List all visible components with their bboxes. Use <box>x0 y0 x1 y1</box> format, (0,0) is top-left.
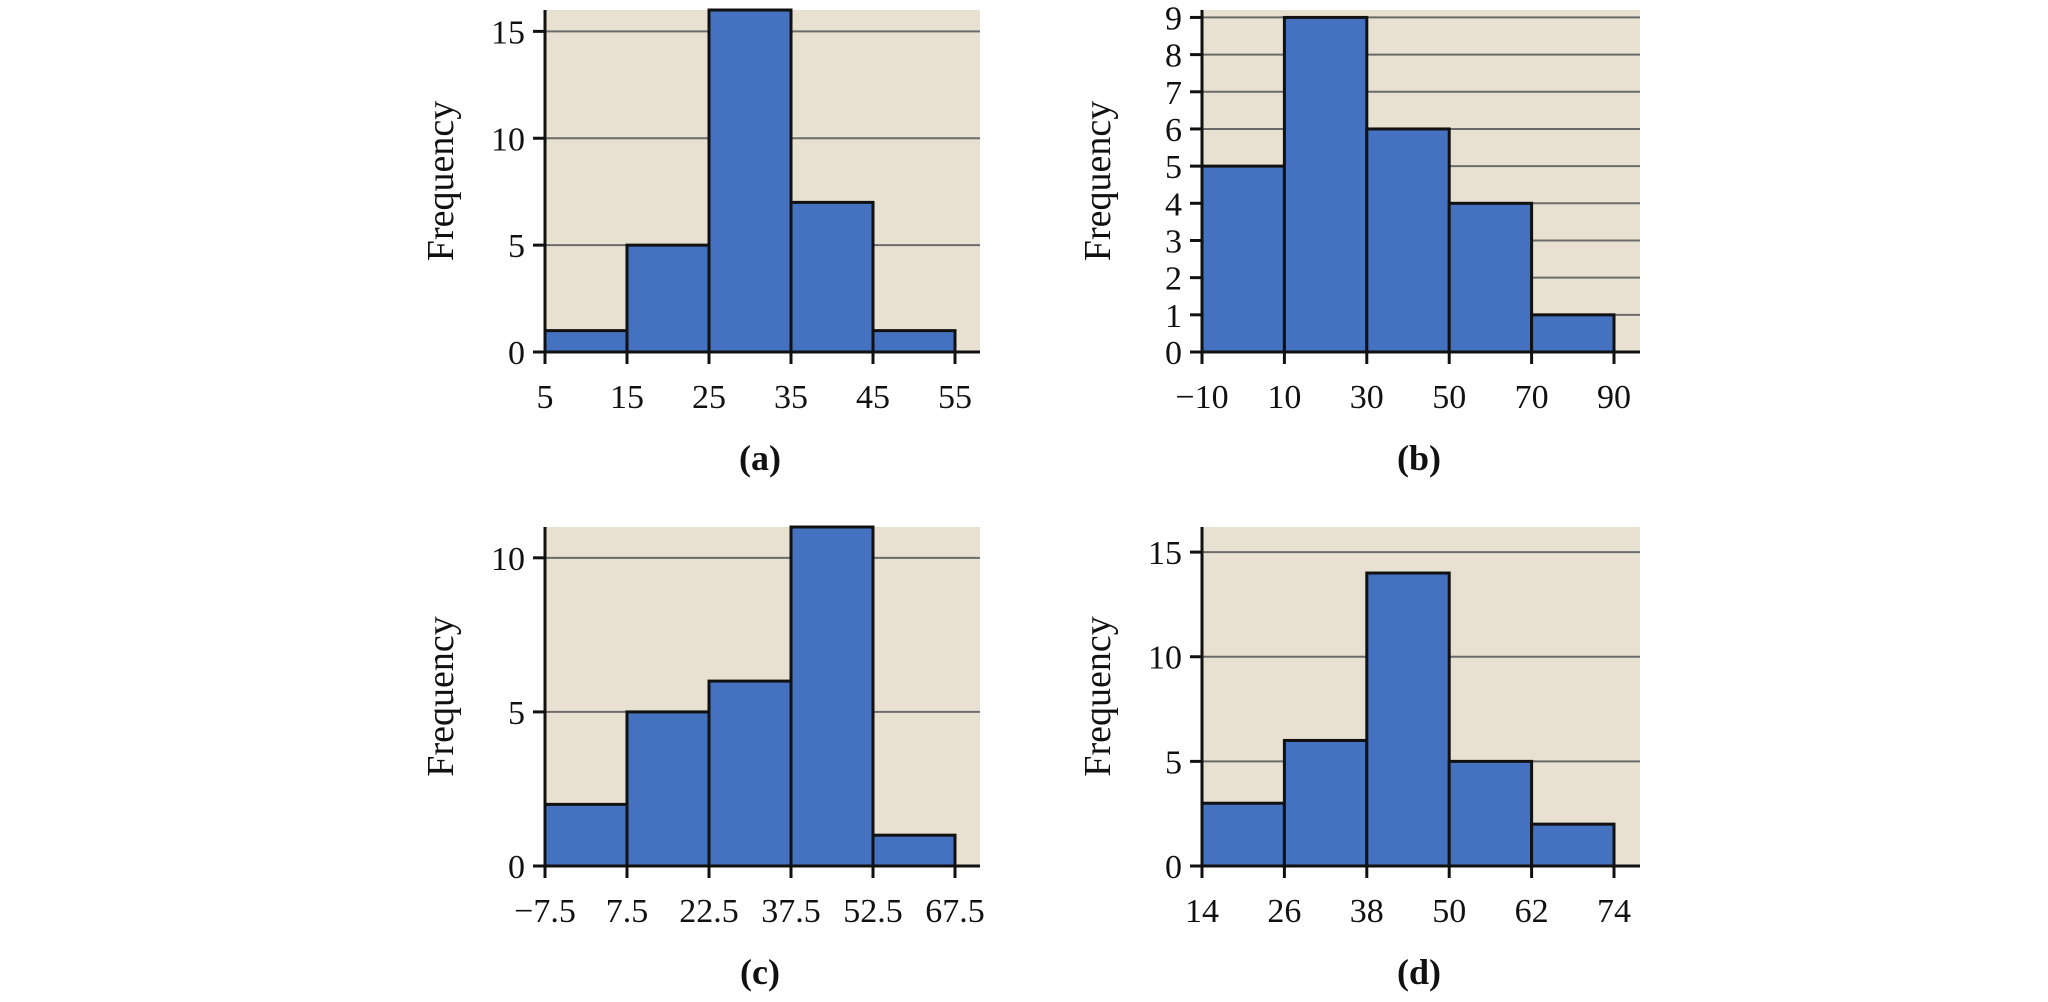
x-tick-label: 25 <box>692 379 726 416</box>
x-tick-label: 90 <box>1597 379 1631 416</box>
x-tick-label: 15 <box>610 379 644 416</box>
y-tick-label: 4 <box>1165 186 1182 223</box>
x-tick-label: 37.5 <box>761 893 821 930</box>
y-tick-label: 6 <box>1165 112 1182 149</box>
y-tick-label: 10 <box>1148 640 1182 677</box>
histogram-bar <box>1282 738 1369 868</box>
histogram-bar <box>1200 801 1286 868</box>
histogram-bar <box>625 243 711 354</box>
x-tick-label: 50 <box>1432 893 1466 930</box>
y-tick-label: 2 <box>1165 261 1182 298</box>
x-tick-label: 30 <box>1350 379 1384 416</box>
x-tick-label: 22.5 <box>679 893 739 930</box>
x-tick-label: 38 <box>1350 893 1384 930</box>
x-tick-label: 74 <box>1597 893 1631 930</box>
y-tick-label: 3 <box>1165 223 1182 260</box>
y-tick-label: 0 <box>508 335 525 372</box>
histogram-bar <box>871 833 957 868</box>
histogram-bar <box>543 329 629 354</box>
panel-label: (c) <box>740 952 780 992</box>
y-tick-label: 5 <box>508 695 525 732</box>
histogram-bar <box>871 329 957 354</box>
y-tick-label: 1 <box>1165 298 1182 335</box>
histogram-bar <box>707 8 793 354</box>
x-tick-label: 14 <box>1185 893 1219 930</box>
histogram-bar <box>1447 201 1534 354</box>
x-tick-label: 62 <box>1515 893 1549 930</box>
x-tick-label: −10 <box>1175 379 1228 416</box>
panel-label: (b) <box>1397 438 1441 478</box>
histogram-bar <box>789 525 875 868</box>
x-tick-label: 10 <box>1267 379 1301 416</box>
x-tick-label: 45 <box>856 379 890 416</box>
x-tick-label: 52.5 <box>843 893 903 930</box>
y-tick-label: 7 <box>1165 75 1182 112</box>
y-tick-label: 10 <box>491 121 525 158</box>
histogram-bar <box>1447 759 1534 868</box>
y-axis-title: Frequency <box>1077 101 1119 261</box>
x-tick-label: 35 <box>774 379 808 416</box>
x-tick-label: 26 <box>1267 893 1301 930</box>
y-tick-label: 0 <box>508 849 525 886</box>
panel-label: (a) <box>739 438 781 478</box>
histogram-panel-3: 0 5 10 −7.5 7.5 22.5 37.5 52.5 67.5 Frequency (c) <box>420 525 985 992</box>
histogram-panel-4: 0 5 10 15 14 26 38 50 62 74 Frequency (d) <box>1077 527 1640 992</box>
histogram-bar <box>1282 15 1369 354</box>
panel-label: (d) <box>1397 952 1441 992</box>
x-tick-label: 55 <box>938 379 972 416</box>
y-axis-title: Frequency <box>1077 616 1119 776</box>
histogram-bar <box>789 200 875 354</box>
y-tick-label: 10 <box>491 541 525 578</box>
histogram-bar <box>1530 822 1616 868</box>
x-tick-label: 50 <box>1432 379 1466 416</box>
x-tick-label: 7.5 <box>606 893 649 930</box>
y-tick-label: 0 <box>1165 849 1182 886</box>
y-tick-label: 5 <box>1165 149 1182 186</box>
y-tick-label: 9 <box>1165 0 1182 37</box>
y-tick-label: 15 <box>1148 535 1182 572</box>
y-tick-label: 5 <box>508 228 525 265</box>
histogram-bar <box>707 679 793 868</box>
x-tick-label: 67.5 <box>925 893 985 930</box>
x-tick-label: −7.5 <box>514 893 576 930</box>
y-tick-label: 5 <box>1165 744 1182 781</box>
histogram-bar <box>1530 313 1616 354</box>
histogram-bar <box>1365 127 1451 354</box>
y-axis-title: Frequency <box>420 101 462 261</box>
y-tick-label: 15 <box>491 14 525 51</box>
histogram-bar <box>1365 571 1451 868</box>
y-tick-label: 8 <box>1165 38 1182 75</box>
histogram-bar <box>543 802 629 868</box>
histogram-bar <box>1200 164 1286 354</box>
y-axis-title: Frequency <box>420 616 462 776</box>
histogram-bar <box>625 710 711 868</box>
x-tick-label: 5 <box>537 379 554 416</box>
x-tick-label: 70 <box>1515 379 1549 416</box>
y-tick-label: 0 <box>1165 335 1182 372</box>
